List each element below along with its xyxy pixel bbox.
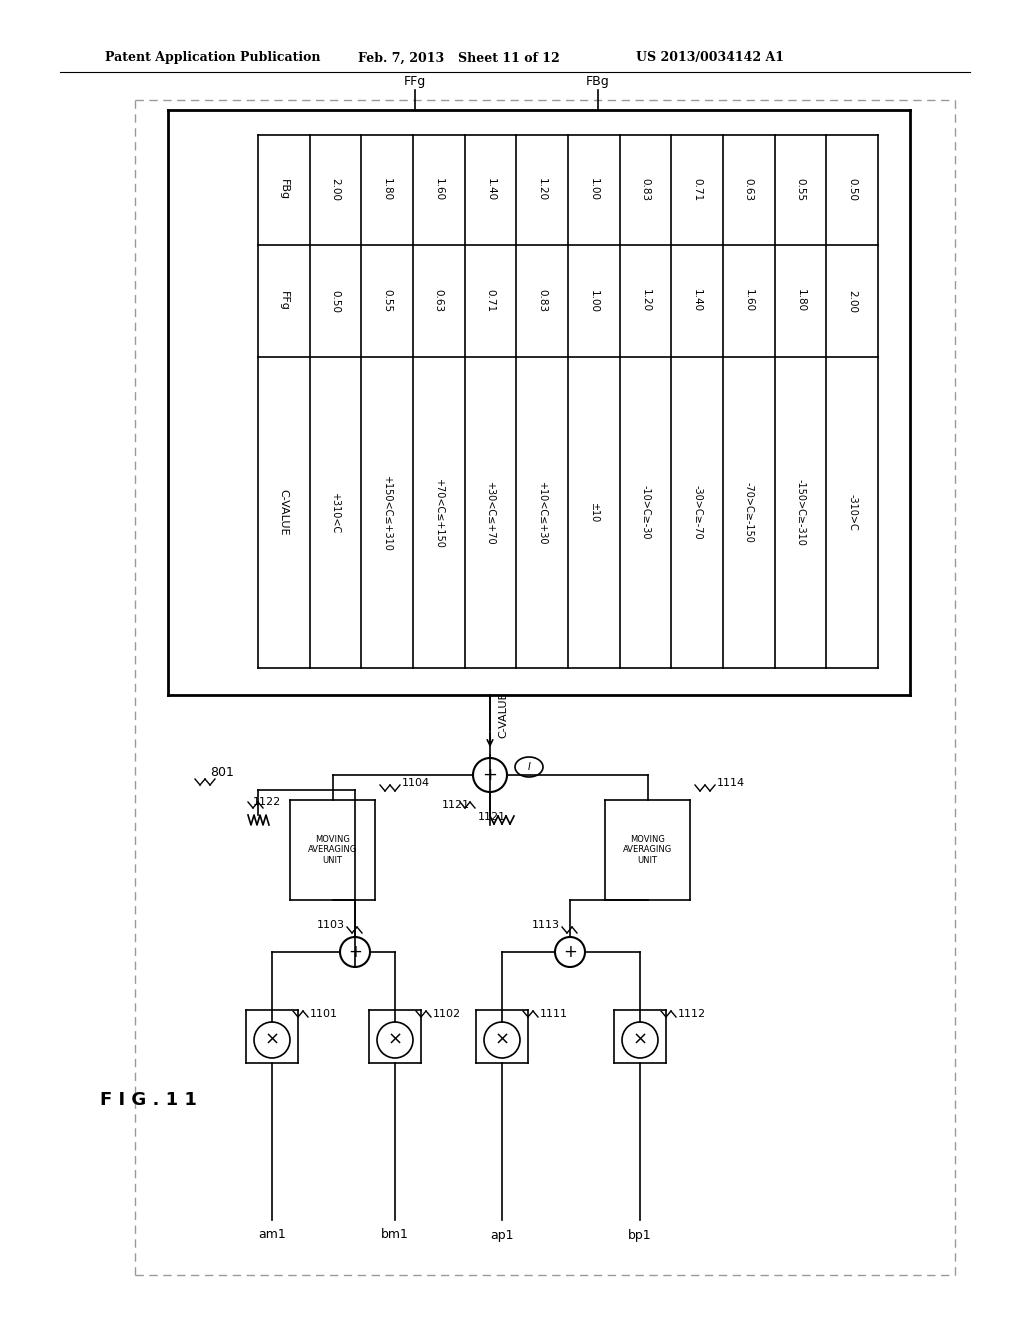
Text: +10<C≤+30: +10<C≤+30	[538, 480, 547, 544]
Text: 1103: 1103	[317, 920, 345, 931]
Text: Patent Application Publication: Patent Application Publication	[105, 51, 321, 65]
Text: 1.40: 1.40	[692, 289, 702, 313]
Text: -10>C≥-30: -10>C≥-30	[640, 486, 650, 540]
Text: Feb. 7, 2013: Feb. 7, 2013	[358, 51, 444, 65]
Text: 1104: 1104	[402, 777, 430, 788]
Text: I: I	[527, 762, 530, 772]
Text: 1.80: 1.80	[382, 178, 392, 202]
Text: FFg: FFg	[279, 292, 289, 312]
Text: ×: ×	[387, 1031, 402, 1049]
Text: +150<C≤+310: +150<C≤+310	[382, 475, 392, 550]
Text: -30>C≥-70: -30>C≥-70	[692, 486, 702, 540]
Ellipse shape	[515, 756, 543, 777]
Text: US 2013/0034142 A1: US 2013/0034142 A1	[636, 51, 784, 65]
Text: ×: ×	[633, 1031, 647, 1049]
Text: 801: 801	[210, 766, 233, 779]
Text: 0.83: 0.83	[640, 178, 650, 202]
Text: +70<C≤+150: +70<C≤+150	[434, 478, 443, 548]
Text: ±10: ±10	[589, 503, 599, 523]
Circle shape	[254, 1022, 290, 1059]
Text: 0.71: 0.71	[692, 178, 702, 202]
Circle shape	[555, 937, 585, 968]
Text: 0.50: 0.50	[847, 178, 857, 202]
Text: -310>C: -310>C	[847, 494, 857, 531]
Circle shape	[622, 1022, 658, 1059]
Text: FBg: FBg	[586, 75, 610, 88]
Text: +310<C: +310<C	[331, 492, 341, 533]
Text: 1113: 1113	[532, 920, 560, 931]
Text: 0.83: 0.83	[538, 289, 547, 313]
Text: FBg: FBg	[279, 180, 289, 201]
Circle shape	[377, 1022, 413, 1059]
Text: C-VALUE: C-VALUE	[279, 490, 289, 536]
Text: ×: ×	[264, 1031, 280, 1049]
Text: 1.40: 1.40	[485, 178, 496, 202]
Text: MOVING
AVERAGING
UNIT: MOVING AVERAGING UNIT	[308, 836, 357, 865]
Text: bp1: bp1	[628, 1229, 652, 1242]
Text: 0.71: 0.71	[485, 289, 496, 313]
Text: 1101: 1101	[310, 1008, 338, 1019]
Text: 0.55: 0.55	[796, 178, 806, 202]
Text: bm1: bm1	[381, 1229, 409, 1242]
Text: 0.63: 0.63	[743, 178, 754, 202]
Circle shape	[473, 758, 507, 792]
Text: 1.00: 1.00	[589, 178, 599, 202]
Text: +: +	[348, 942, 361, 961]
Text: MOVING
AVERAGING
UNIT: MOVING AVERAGING UNIT	[623, 836, 672, 865]
Text: 0.55: 0.55	[382, 289, 392, 313]
Text: 1111: 1111	[540, 1008, 568, 1019]
Text: 1.60: 1.60	[743, 289, 754, 313]
Text: 2.00: 2.00	[331, 178, 341, 202]
Text: 1121: 1121	[442, 800, 470, 810]
Text: 1102: 1102	[433, 1008, 461, 1019]
Text: 1114: 1114	[717, 777, 745, 788]
Text: Sheet 11 of 12: Sheet 11 of 12	[458, 51, 560, 65]
Text: 1.80: 1.80	[796, 289, 806, 313]
Text: ×: ×	[495, 1031, 510, 1049]
Text: 1.00: 1.00	[589, 289, 599, 313]
Text: am1: am1	[258, 1229, 286, 1242]
Text: 1.20: 1.20	[538, 178, 547, 202]
Text: +30<C≤+70: +30<C≤+70	[485, 480, 496, 544]
Text: -150>C≥-310: -150>C≥-310	[796, 479, 806, 546]
Text: 1121: 1121	[478, 812, 506, 822]
Text: +: +	[563, 942, 577, 961]
Text: 1.60: 1.60	[434, 178, 443, 202]
Text: ap1: ap1	[490, 1229, 514, 1242]
Text: 2.00: 2.00	[847, 289, 857, 313]
Text: 0.50: 0.50	[331, 289, 341, 313]
Text: FFg: FFg	[403, 75, 426, 88]
Circle shape	[484, 1022, 520, 1059]
Text: -70>C≥-150: -70>C≥-150	[743, 482, 754, 543]
Text: F I G . 1 1: F I G . 1 1	[100, 1092, 197, 1109]
Circle shape	[340, 937, 370, 968]
Text: +: +	[482, 766, 498, 784]
Text: 1.20: 1.20	[640, 289, 650, 313]
Text: 1112: 1112	[678, 1008, 707, 1019]
Text: C-VALUE: C-VALUE	[498, 692, 508, 738]
Text: 0.63: 0.63	[434, 289, 443, 313]
Text: 1122: 1122	[253, 797, 282, 807]
